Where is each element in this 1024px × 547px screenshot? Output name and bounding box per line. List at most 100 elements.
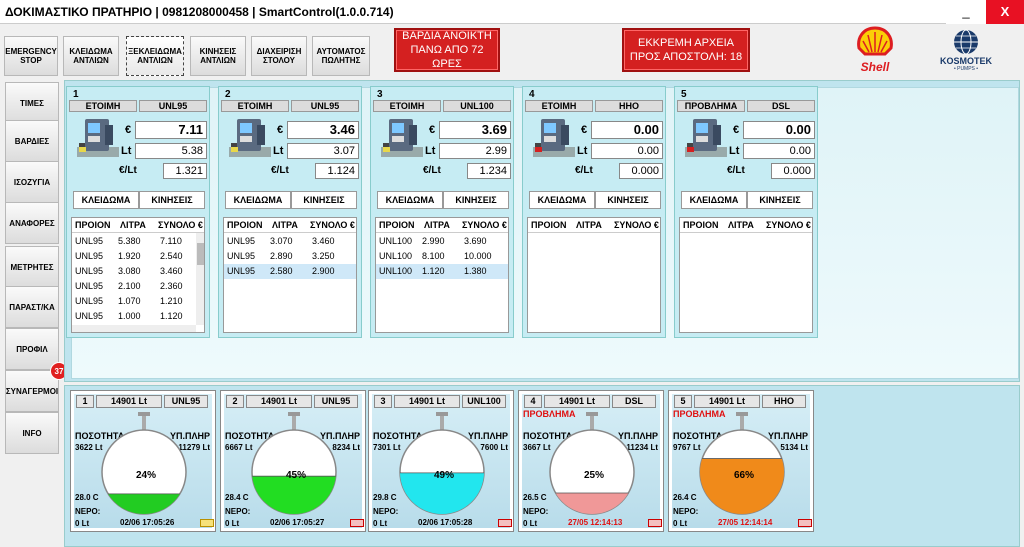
tank-card[interactable]: 2 14901 Lt UNL95 ΠΟΣΟΤΗΤΑ 6667 Lt ΥΠ.ΠΛΗΡ 8234… (220, 390, 366, 532)
scrollbar-horizontal[interactable] (72, 325, 196, 332)
cell-total: 10.000 (464, 251, 492, 261)
table-row[interactable]: UNL95 1.000 1.120 (72, 309, 204, 324)
table-row[interactable]: UNL95 2.890 3.250 (224, 249, 356, 264)
fill-percent: 24% (136, 470, 157, 481)
sales-grid: ΠΡΟΙΟΝ ΛΙΤΡΑ ΣΥΝΟΛΟ € UNL100 2.990 3.690 UNL10… (375, 217, 509, 333)
temperature-value: 29.8 C (373, 493, 397, 502)
lock-button[interactable]: ΚΛΕΙΔΩΜΑ (225, 191, 291, 209)
tank-capacity: 14901 Lt (246, 395, 312, 408)
sidebar-item-info[interactable]: INFO (5, 412, 59, 454)
liters-value: 0.00 (591, 143, 663, 159)
kosmotek-wordmark: KOSMOTEK (939, 56, 992, 66)
lt-label: Lt (425, 145, 436, 157)
pump-moves-button[interactable]: ΚΙΝΗΣΕΙΣ ΑΝΤΛΙΩΝ (190, 36, 246, 76)
cell-liters: 1.000 (118, 311, 141, 321)
sidebar-item-balances[interactable]: ΙΣΟΖΥΓΙΑ (5, 161, 59, 203)
table-row[interactable]: UNL95 2.580 2.900 (224, 264, 356, 279)
table-row[interactable]: UNL100 8.100 10.000 (376, 249, 508, 264)
tank-gauge (251, 412, 337, 515)
water-label: ΝΕΡΟ: (225, 507, 251, 516)
moves-button[interactable]: ΚΙΝΗΣΕΙΣ (595, 191, 661, 209)
pump-fuel: UNL95 (291, 100, 359, 112)
cell-total: 3.460 (160, 266, 183, 276)
price-label: €/Lt (119, 165, 137, 176)
close-button[interactable]: X (986, 0, 1024, 24)
sidebar-item-shifts[interactable]: ΒΑΡΔΙΕΣ (5, 120, 59, 162)
tank-gauge (549, 412, 635, 515)
shift-alert-button[interactable]: ΒΑΡΔΙΑ ΑΝΟΙΚΤΗ ΠΑΝΩ ΑΠΟ 72 ΩΡΕΣ (394, 28, 500, 72)
lock-pumps-button[interactable]: ΚΛΕΙΔΩΜΑ ΑΝΤΛΙΩΝ (63, 36, 119, 76)
cell-product: UNL100 (379, 236, 413, 246)
cell-product: UNL100 (379, 251, 413, 261)
moves-button[interactable]: ΚΙΝΗΣΕΙΣ (139, 191, 205, 209)
tank-timestamp: 02/06 17:05:26 (120, 518, 175, 527)
pump-card[interactable]: 5 ΠΡΟΒΛΗΜΑ DSL €0.00 Lt 0.00 €/Lt 0.000 ΚΛΕΙΔΩΜΑ… (674, 86, 818, 338)
remaining-value: 11279 Lt (178, 443, 210, 452)
minimize-button[interactable]: _ (946, 0, 986, 24)
amount-value: 3.69 (439, 121, 511, 139)
auto-seller-button[interactable]: ΑΥΤΟΜΑΤΟΣ ΠΩΛΗΤΗΣ (312, 36, 370, 76)
pump-flag-icon (383, 147, 390, 152)
moves-button[interactable]: ΚΙΝΗΣΕΙΣ (443, 191, 509, 209)
sidebar-item-prices[interactable]: ΤΙΜΕΣ (5, 82, 59, 124)
scroll-thumb[interactable] (197, 243, 204, 265)
tank-card[interactable]: 4 14901 Lt DSL ΠΡΟΒΛΗΜΑ ΠΟΣΟΤΗΤΑ 3667 Lt ΥΠ.ΠΛ… (518, 390, 664, 532)
pump-card[interactable]: 4 ΕΤΟΙΜΗ HHO €0.00 Lt 0.00 €/Lt 0.000 ΚΛΕΙΔΩΜΑ ΚΙ… (522, 86, 666, 338)
sidebar-item-counters[interactable]: ΜΕΤΡΗΤΕΣ (5, 246, 59, 288)
emergency-stop-button[interactable]: EMERGENCY STOP (4, 36, 58, 76)
col-total: ΣΥΝΟΛΟ € (158, 220, 203, 230)
price-label: €/Lt (271, 165, 289, 176)
lock-button[interactable]: ΚΛΕΙΔΩΜΑ (529, 191, 595, 209)
quantity-label: ΠΟΣΟΤΗΤΑ (523, 431, 573, 441)
cell-liters: 3.070 (270, 236, 293, 246)
moves-button[interactable]: ΚΙΝΗΣΕΙΣ (747, 191, 813, 209)
unlock-pumps-button[interactable]: ΞΕΚΛΕΙΔΩΜΑ ΑΝΤΛΙΩΝ (126, 36, 184, 76)
table-row[interactable]: UNL95 1.920 2.540 (72, 249, 204, 264)
sidebar-item-documents[interactable]: ΠΑΡΑΣΤ/ΚΑ (5, 286, 59, 328)
toolbar: EMERGENCY STOP ΚΛΕΙΔΩΜΑ ΑΝΤΛΙΩΝ ΞΕΚΛΕΙΔΩ… (0, 24, 1024, 80)
pump-card[interactable]: 3 ΕΤΟΙΜΗ UNL100 €3.69 Lt 2.99 €/Lt 1.234 ΚΛΕΙΔΩΜ… (370, 86, 514, 338)
remaining-value: 8234 Lt (332, 443, 360, 452)
cell-total: 2.540 (160, 251, 183, 261)
temperature-value: 26.5 C (523, 493, 547, 502)
table-row[interactable]: UNL95 5.380 7.110 (72, 234, 204, 249)
moves-button[interactable]: ΚΙΝΗΣΕΙΣ (291, 191, 357, 209)
tank-card[interactable]: 3 14901 Lt UNL100 ΠΟΣΟΤΗΤΑ 7301 Lt ΥΠ.ΠΛΗΡ 760… (368, 390, 514, 532)
quantity-value: 9767 Lt (673, 443, 701, 452)
cell-liters: 1.070 (118, 296, 141, 306)
sidebar-item-alarms[interactable]: ΣΥΝΑΓΕΡΜΟΙ (5, 370, 59, 412)
tank-body: 4 14901 Lt DSL ΠΡΟΒΛΗΜΑ ΠΟΣΟΤΗΤΑ 3667 Lt ΥΠ.ΠΛ… (522, 394, 662, 528)
lock-button[interactable]: ΚΛΕΙΔΩΜΑ (377, 191, 443, 209)
col-total: ΣΥΝΟΛΟ € (614, 220, 659, 230)
tank-body: 5 14901 Lt HHO ΠΡΟΒΛΗΜΑ ΠΟΣΟΤΗΤΑ 9767 Lt ΥΠ.ΠΛ… (672, 394, 812, 528)
water-value: 0 Lt (225, 519, 240, 528)
sidebar-item-profile[interactable]: ΠΡΟΦΙΛ (5, 328, 59, 370)
lt-label: Lt (273, 145, 284, 157)
quantity-value: 3622 Lt (75, 443, 103, 452)
lock-button[interactable]: ΚΛΕΙΔΩΜΑ (681, 191, 747, 209)
table-row[interactable]: UNL95 3.070 3.460 (224, 234, 356, 249)
quantity-value: 3667 Lt (523, 443, 551, 452)
cell-total: 2.900 (312, 266, 335, 276)
pending-files-button[interactable]: ΕΚΚΡΕΜΗ ΑΡΧΕΙΑ ΠΡΟΣ ΑΠΟΣΤΟΛΗ: 18 (622, 28, 750, 72)
table-row[interactable]: UNL95 3.080 3.460 (72, 264, 204, 279)
tank-card[interactable]: 1 14901 Lt UNL95 ΠΟΣΟΤΗΤΑ 3622 Lt ΥΠ.ΠΛΗΡ 1127… (70, 390, 216, 532)
sales-grid: ΠΡΟΙΟΝ ΛΙΤΡΑ ΣΥΝΟΛΟ € UNL95 3.070 3.460 UNL95 2… (223, 217, 357, 333)
table-row[interactable]: UNL95 1.070 1.210 (72, 294, 204, 309)
table-row[interactable]: UNL95 2.100 2.360 (72, 279, 204, 294)
tank-number: 3 (374, 395, 392, 408)
pump-card[interactable]: 2 ΕΤΟΙΜΗ UNL95 €3.46 Lt 3.07 €/Lt 1.124 ΚΛΕΙΔΩΜΑ… (218, 86, 362, 338)
cell-product: UNL95 (227, 251, 256, 261)
table-row[interactable]: UNL100 1.120 1.380 (376, 264, 508, 279)
tank-card[interactable]: 5 14901 Lt HHO ΠΡΟΒΛΗΜΑ ΠΟΣΟΤΗΤΑ 9767 Lt ΥΠ.ΠΛ… (668, 390, 814, 532)
pump-card[interactable]: 1 ΕΤΟΙΜΗ UNL95 €7.11 Lt 5.38 €/Lt 1.321 ΚΛΕΙΔΩΜΑ… (66, 86, 210, 338)
scrollbar-vertical[interactable] (196, 233, 204, 325)
fleet-button[interactable]: ΔΙΑΧΕΙΡΙΣΗ ΣΤΟΛΟΥ (251, 36, 307, 76)
title-bar: ΔΟΚΙΜΑΣΤΙΚΟ ΠΡΑΤΗΡΙΟ | 0981208000458 | S… (0, 0, 1024, 24)
sidebar-item-reports[interactable]: ΑΝΑΦΟΡΕΣ (5, 202, 59, 244)
tank-body: 2 14901 Lt UNL95 ΠΟΣΟΤΗΤΑ 6667 Lt ΥΠ.ΠΛΗΡ 8234… (224, 394, 364, 528)
price-value: 1.234 (467, 163, 511, 179)
lock-button[interactable]: ΚΛΕΙΔΩΜΑ (73, 191, 139, 209)
cell-total: 1.380 (464, 266, 487, 276)
table-row[interactable]: UNL100 2.990 3.690 (376, 234, 508, 249)
